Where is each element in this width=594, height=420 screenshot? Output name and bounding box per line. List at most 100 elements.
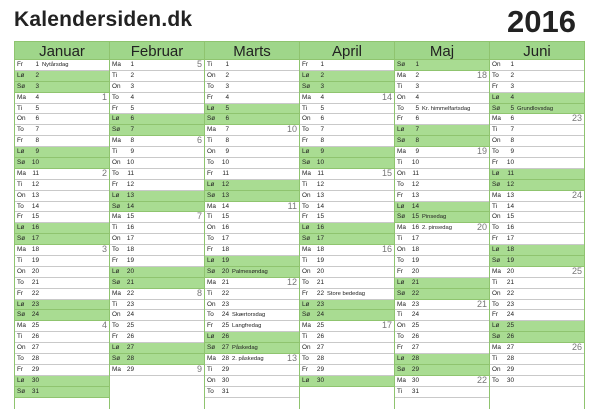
- weekday-label: Ma: [17, 246, 26, 254]
- weekday-label: Ma: [302, 93, 311, 101]
- day-row: Ma 13 24: [490, 190, 584, 202]
- day-row: To 18: [110, 245, 204, 257]
- day-number: 5: [415, 104, 419, 112]
- day-row: Fr 13: [395, 191, 489, 202]
- weekday-label: Fr: [17, 61, 24, 68]
- calendar-grid: Januar Fr 1 Nytårsdag Lø 2 Sø 3 Ma 4 1 Ti 5 On 6 To 7 Fr 8…: [14, 41, 585, 409]
- weekday-label: Fr: [397, 191, 404, 199]
- weekday-label: Ma: [112, 289, 121, 297]
- weekday-label: Lø: [112, 267, 120, 275]
- day-row: Sø 29: [395, 364, 489, 376]
- day-row: Ti 19: [300, 256, 394, 267]
- weekday-label: To: [397, 180, 404, 188]
- day-number: 5: [130, 104, 134, 112]
- day-number: 12: [411, 180, 419, 188]
- day-number: 31: [221, 387, 229, 395]
- holiday-label: 2. påskedag: [232, 356, 264, 363]
- day-number: 3: [35, 82, 39, 90]
- day-number: 28: [221, 355, 229, 363]
- day-row: On 8: [490, 136, 584, 148]
- weekday-label: To: [302, 278, 309, 286]
- day-number: 12: [506, 180, 514, 188]
- weekday-label: To: [492, 376, 499, 384]
- day-row: Fr 1 Nytårsdag: [15, 60, 109, 71]
- day-row: Sø 7: [110, 125, 204, 137]
- day-row: Sø 6: [205, 114, 299, 126]
- day-row: Lø 30: [15, 375, 109, 387]
- weekday-label: Sø: [397, 137, 406, 145]
- day-row: Sø 21: [110, 277, 204, 289]
- weekday-label: On: [397, 246, 406, 254]
- day-number: 23: [506, 300, 514, 308]
- weekday-label: To: [207, 311, 214, 319]
- day-number: 29: [126, 365, 134, 373]
- day-number: 18: [126, 246, 134, 254]
- day-number: 4: [35, 93, 39, 101]
- day-row: Ma 18 16: [300, 244, 394, 257]
- weekday-label: To: [207, 82, 214, 90]
- weekday-label: Ma: [397, 376, 406, 384]
- week-number: 4: [101, 320, 107, 331]
- day-number: 7: [225, 126, 229, 134]
- day-row: Fr 18: [205, 245, 299, 257]
- day-number: 24: [31, 311, 39, 319]
- day-number: 28: [316, 355, 324, 363]
- weekday-label: On: [112, 311, 121, 319]
- day-row: Lø 19: [205, 256, 299, 267]
- day-number: 8: [225, 137, 229, 145]
- month-column-januar: Januar Fr 1 Nytårsdag Lø 2 Sø 3 Ma 4 1 Ti 5 On 6 To 7 Fr 8…: [15, 41, 110, 409]
- day-number: 22: [31, 289, 39, 297]
- day-row: To 31: [205, 387, 299, 398]
- weekday-label: On: [207, 376, 216, 384]
- day-number: 24: [316, 311, 324, 319]
- weekday-label: Fr: [112, 257, 119, 265]
- holiday-label: Skærtorsdag: [232, 312, 266, 319]
- weekday-label: On: [207, 224, 216, 232]
- day-number: 24: [506, 311, 514, 319]
- day-number: 18: [316, 246, 324, 254]
- week-number: 2: [101, 167, 107, 178]
- day-row: Ma 6 23: [490, 113, 584, 126]
- weekday-label: Ma: [492, 344, 501, 352]
- weekday-label: Sø: [112, 126, 121, 134]
- day-number: 17: [411, 235, 419, 243]
- day-row: Ma 25 17: [300, 320, 394, 333]
- week-number: 15: [381, 167, 392, 178]
- weekday-label: Sø: [302, 311, 311, 319]
- weekday-label: Ma: [112, 213, 121, 221]
- day-number: 24: [126, 311, 134, 319]
- day-number: 22: [506, 289, 514, 297]
- day-row: To 12: [395, 180, 489, 191]
- day-number: 3: [415, 82, 419, 90]
- day-number: 18: [31, 246, 39, 254]
- day-number: 26: [316, 333, 324, 341]
- weekday-label: Sø: [17, 82, 26, 90]
- day-number: 19: [126, 257, 134, 265]
- day-row: Ma 4 1: [15, 92, 109, 104]
- weekday-label: On: [302, 115, 311, 123]
- day-row: On 27: [300, 343, 394, 355]
- week-number: 12: [286, 276, 297, 287]
- day-number: 3: [510, 82, 514, 90]
- day-number: 15: [411, 213, 419, 221]
- day-row: Ti 5: [300, 104, 394, 115]
- day-row: Sø 10: [15, 158, 109, 169]
- day-row: Lø 23: [300, 299, 394, 311]
- weekday-label: Sø: [112, 355, 121, 363]
- day-number: 4: [225, 93, 229, 101]
- weekday-label: To: [112, 246, 119, 254]
- day-number: 26: [221, 333, 229, 341]
- day-row: Fr 4: [205, 93, 299, 104]
- day-number: 14: [411, 202, 419, 210]
- day-number: 29: [221, 365, 229, 373]
- day-row: Sø 28: [110, 354, 204, 365]
- day-row: Sø 12: [490, 179, 584, 191]
- day-number: 27: [411, 344, 419, 352]
- day-number: 18: [411, 246, 419, 254]
- weekday-label: On: [492, 289, 501, 297]
- day-number: 9: [35, 148, 39, 156]
- weekday-label: Ti: [112, 148, 118, 156]
- weekday-label: Ma: [17, 322, 26, 330]
- day-row: Ma 8 6: [110, 135, 204, 148]
- weekday-label: Sø: [397, 365, 406, 373]
